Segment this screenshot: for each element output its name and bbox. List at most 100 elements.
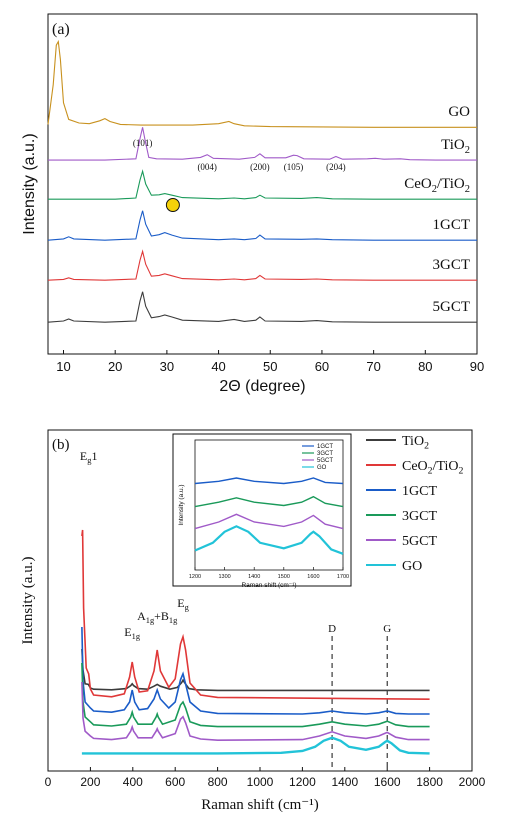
xrd-series-label-GO-part: GO xyxy=(448,104,470,120)
xrd-marker-circle xyxy=(165,198,180,212)
raman-legend-label-CeO2/TiO2-part: 2 xyxy=(459,466,464,477)
raman-x-tick-label: 600 xyxy=(165,775,185,789)
xrd-series-label-3GCT-part: 3GCT xyxy=(433,257,471,273)
raman-dashed-label-G: G xyxy=(383,623,391,635)
xrd-peak-label: (200) xyxy=(250,162,270,172)
raman-inset-y-axis-title: Intensity (a.u.) xyxy=(178,484,185,525)
xrd-panel-label: (a) xyxy=(52,21,70,38)
raman-legend-label-TiO2-part: 2 xyxy=(424,441,429,452)
raman-peak-label-part: E xyxy=(80,449,87,463)
raman-x-tick-label: 1200 xyxy=(289,775,316,789)
xrd-peak-label: (004) xyxy=(197,162,217,172)
raman-peak-label-part: g xyxy=(185,603,190,612)
raman-peak-label: Eg1 xyxy=(80,449,98,465)
xrd-series-label-1GCT: 1GCT xyxy=(433,217,471,233)
xrd-series-label-1GCT-part: 1GCT xyxy=(433,217,471,233)
xrd-peak-label: (204) xyxy=(326,162,346,172)
xrd-series-CeO2/TiO2 xyxy=(48,169,477,200)
raman-inset-x-tick-label: 1500 xyxy=(278,574,290,580)
raman-legend-label-CeO2/TiO2: CeO2/TiO2 xyxy=(402,459,464,477)
xrd-series-GO xyxy=(47,39,477,128)
raman-peak-label-part: 1g xyxy=(132,632,141,641)
raman-legend-label-3GCT: 3GCT xyxy=(402,509,437,524)
raman-x-tick-label: 2000 xyxy=(459,775,486,789)
raman-inset-frame xyxy=(172,433,352,587)
raman-legend-label-CeO2/TiO2-part: /TiO xyxy=(433,459,459,474)
raman-peak-label-part: +B xyxy=(154,609,169,623)
xrd-x-tick-label: 80 xyxy=(418,359,432,374)
raman-legend-label-3GCT-part: 3GCT xyxy=(402,509,437,524)
xrd-x-tick-label: 40 xyxy=(211,359,225,374)
xrd-series-label-TiO2-part: 2 xyxy=(465,145,470,156)
xrd-x-tick-label: 70 xyxy=(366,359,380,374)
raman-y-axis-title: Intensity (a.u.) xyxy=(20,557,36,645)
raman-inset-series-3GCT xyxy=(194,495,344,508)
raman-legend-label-CeO2/TiO2-part: 2 xyxy=(428,466,433,477)
raman-peak-label-part: g xyxy=(87,456,92,465)
raman-peak-label-part: 1g xyxy=(146,616,155,625)
xrd-peak-label: (101) xyxy=(133,138,153,148)
raman-series-3GCT xyxy=(81,662,430,728)
raman-inset-x-tick-label: 1300 xyxy=(218,574,230,580)
xrd-x-tick-label: 30 xyxy=(160,359,174,374)
raman-x-tick-label: 400 xyxy=(123,775,143,789)
xrd-series-TiO2 xyxy=(48,127,477,161)
raman-inset-series-GO xyxy=(194,525,344,555)
raman-x-axis-title-part: ) xyxy=(314,797,319,813)
xrd-peak-label: (105) xyxy=(284,162,304,172)
raman-series-GO xyxy=(81,736,430,755)
raman-x-tick-label: 800 xyxy=(208,775,228,789)
xrd-series-label-5GCT-part: 5GCT xyxy=(433,299,471,315)
raman-legend-label-1GCT-part: 1GCT xyxy=(402,484,437,499)
xrd-series-3GCT xyxy=(47,249,477,281)
raman-inset-legend-label-1GCT: 1GCT xyxy=(317,444,333,450)
raman-peak-label-part: A xyxy=(137,609,146,623)
raman-legend-label-1GCT: 1GCT xyxy=(402,484,437,499)
raman-inset-legend-label-5GCT: 5GCT xyxy=(317,458,333,464)
raman-x-tick-label: 1400 xyxy=(331,775,358,789)
raman-series-5GCT xyxy=(81,681,430,742)
raman-x-tick-label: 1800 xyxy=(416,775,443,789)
raman-x-tick-label: 200 xyxy=(80,775,100,789)
raman-inset-x-tick-label: 1600 xyxy=(307,574,319,580)
raman-peak-label-part: E xyxy=(124,625,131,639)
raman-inset-legend-label-3GCT: 3GCT xyxy=(317,451,333,457)
xrd-series-label-CeO2/TiO2-part: /TiO xyxy=(437,176,465,192)
raman-peak-label: E1g xyxy=(124,625,141,641)
raman-inset-x-tick-label: 1700 xyxy=(337,574,349,580)
xrd-series-label-3GCT: 3GCT xyxy=(433,257,471,273)
raman-legend-label-GO-part: GO xyxy=(402,559,422,574)
raman-inset-series-5GCT xyxy=(194,513,344,530)
raman-series-1GCT xyxy=(81,626,430,715)
raman-x-tick-label: 1000 xyxy=(247,775,274,789)
xrd-series-label-CeO2/TiO2: CeO2/TiO2 xyxy=(404,176,470,195)
xrd-series-label-CeO2/TiO2-part: 2 xyxy=(432,184,437,195)
raman-inset-x-tick-label: 1400 xyxy=(248,574,260,580)
xrd-series-label-5GCT: 5GCT xyxy=(433,299,471,315)
raman-peak-label-part: 1 xyxy=(91,449,97,463)
raman-x-axis-title-part: ⁻¹ xyxy=(301,797,313,813)
xrd-series-label-CeO2/TiO2-part: CeO xyxy=(404,176,432,192)
xrd-series-5GCT xyxy=(47,291,477,323)
raman-x-tick-label: 1600 xyxy=(374,775,401,789)
xrd-x-tick-label: 10 xyxy=(56,359,70,374)
raman-legend-label-5GCT: 5GCT xyxy=(402,534,437,549)
raman-inset-series-1GCT xyxy=(194,477,344,485)
raman-inset-legend-label-GO: GO xyxy=(317,465,327,471)
xrd-x-axis-title: 2Θ (degree) xyxy=(219,378,305,395)
xrd-x-tick-label: 90 xyxy=(470,359,484,374)
raman-inset-plot-frame xyxy=(194,439,344,571)
xrd-series-label-TiO2: TiO2 xyxy=(441,137,470,156)
xrd-series-label-GO: GO xyxy=(448,104,470,120)
xrd-series-label-TiO2-part: TiO xyxy=(441,137,465,153)
raman-x-axis-title-part: Raman shift (cm xyxy=(201,797,301,813)
raman-legend-label-CeO2/TiO2-part: CeO xyxy=(402,459,428,474)
xrd-y-axis-title: Intensity (a.u.) xyxy=(21,133,38,234)
raman-inset-x-axis-title: Raman shift (cm⁻¹) xyxy=(241,582,296,589)
raman-panel-label: (b) xyxy=(52,437,70,453)
xrd-series-label-CeO2/TiO2-part: 2 xyxy=(465,184,470,195)
xrd-plot-frame xyxy=(47,13,478,355)
raman-inset-x-tick-label: 1200 xyxy=(189,574,201,580)
